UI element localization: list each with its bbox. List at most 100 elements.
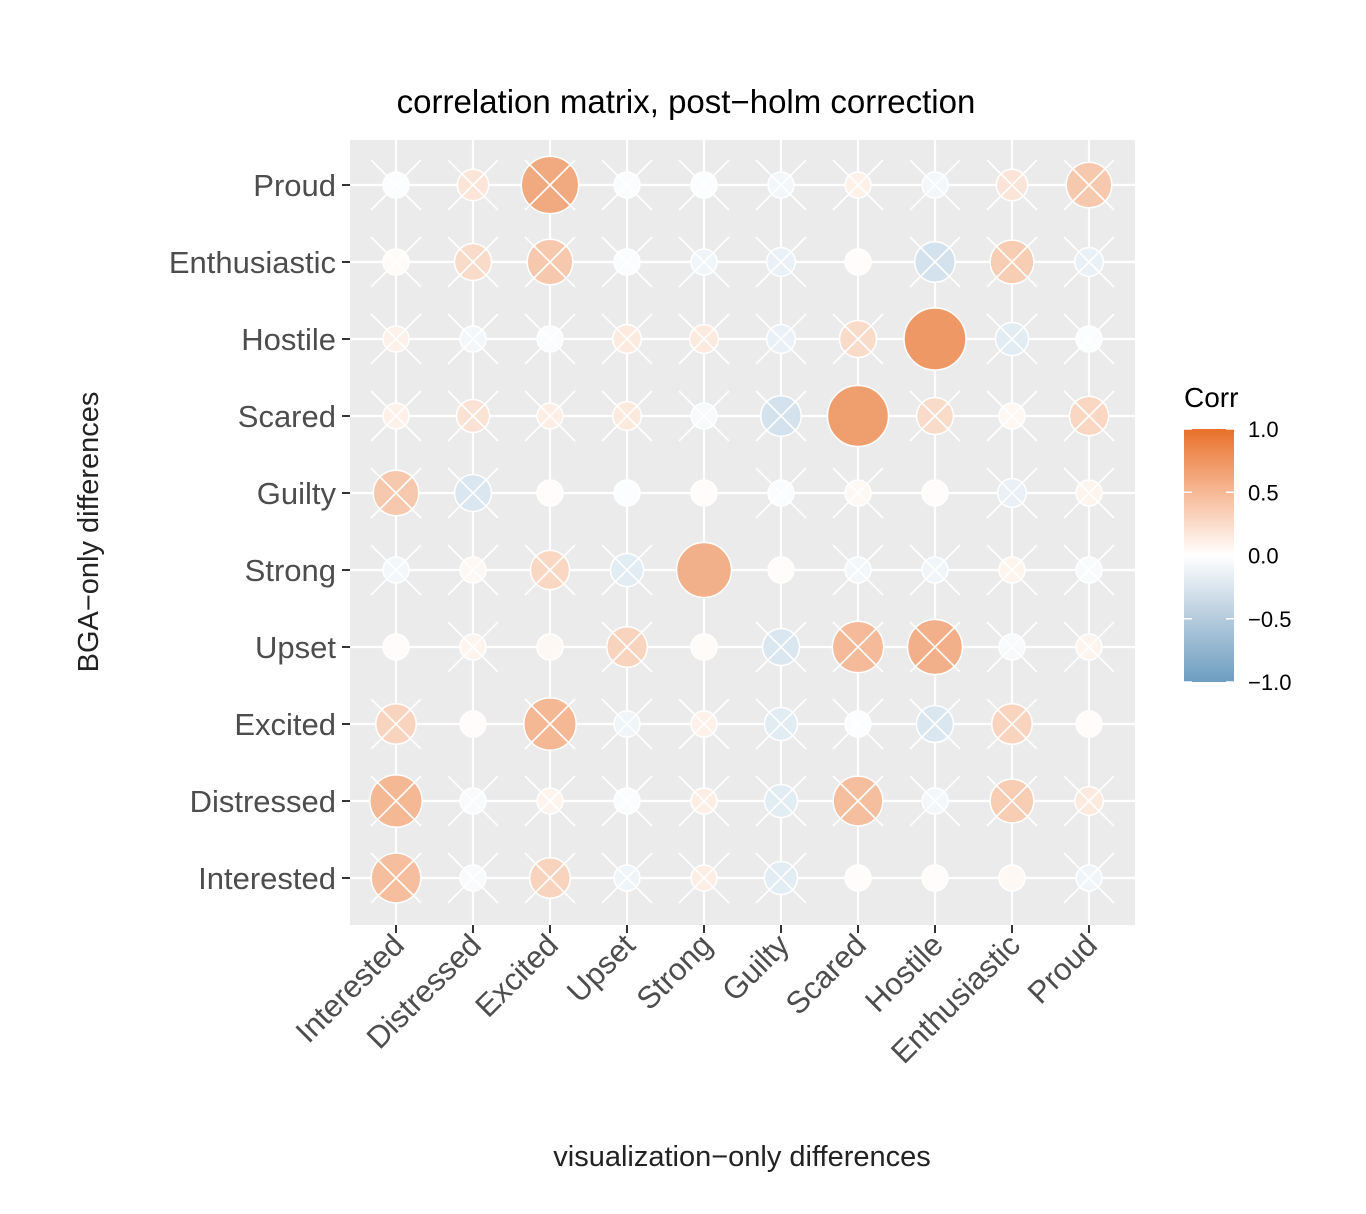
insignificant-cross-mark (909, 390, 961, 442)
chart-title: correlation matrix, post−holm correction (397, 83, 976, 120)
correlation-circle (536, 633, 564, 661)
correlation-cell (903, 307, 967, 371)
correlation-cell (678, 313, 730, 365)
insignificant-cross-mark (986, 775, 1038, 827)
insignificant-cross-mark (370, 698, 422, 750)
correlation-cell (382, 633, 410, 661)
correlation-cell (1063, 621, 1115, 673)
correlation-cell (1063, 390, 1115, 442)
insignificant-cross-mark (370, 852, 422, 904)
x-axis-title: visualization−only differences (553, 1141, 931, 1173)
insignificant-cross-mark (909, 544, 961, 596)
y-tick-label: Excited (234, 707, 336, 742)
correlation-cell (986, 236, 1038, 288)
legend-tick-label: −0.5 (1248, 607, 1291, 632)
correlation-cell (832, 467, 884, 519)
y-tick-label: Enthusiastic (169, 245, 336, 280)
insignificant-cross-mark (1063, 236, 1115, 288)
correlation-circle (844, 248, 872, 276)
insignificant-cross-mark (601, 775, 653, 827)
correlation-cell (755, 159, 807, 211)
correlation-cell (447, 621, 499, 673)
insignificant-cross-mark (909, 775, 961, 827)
correlation-circle (613, 479, 641, 507)
insignificant-cross-mark (755, 852, 807, 904)
correlation-cell (1075, 710, 1103, 738)
insignificant-cross-mark (447, 467, 499, 519)
insignificant-cross-mark (524, 775, 576, 827)
correlation-cell (831, 620, 885, 674)
insignificant-cross-mark (601, 313, 653, 365)
legend-title: Corr (1184, 382, 1238, 413)
insignificant-cross-mark (832, 313, 884, 365)
insignificant-cross-mark (601, 159, 653, 211)
legend-tick-label: −1.0 (1248, 670, 1291, 695)
correlation-cell (536, 633, 564, 661)
correlation-cell (832, 544, 884, 596)
correlation-cell (844, 864, 872, 892)
insignificant-cross-mark (678, 236, 730, 288)
insignificant-cross-mark (601, 544, 653, 596)
correlation-circle (998, 864, 1026, 892)
insignificant-cross-mark (370, 467, 422, 519)
correlation-cell (1063, 852, 1115, 904)
insignificant-cross-mark (832, 544, 884, 596)
correlation-cell (370, 467, 422, 519)
y-tick-label: Upset (255, 630, 336, 665)
insignificant-cross-mark (370, 159, 422, 211)
correlation-cell (986, 621, 1038, 673)
insignificant-cross-mark (986, 621, 1038, 673)
correlation-circle (844, 864, 872, 892)
insignificant-cross-mark (755, 390, 807, 442)
correlation-cell (1063, 544, 1115, 596)
insignificant-cross-mark (1063, 775, 1115, 827)
x-tick-label: Strong (630, 927, 719, 1016)
insignificant-cross-mark (755, 775, 807, 827)
correlation-circle (826, 384, 890, 448)
correlation-circle (690, 633, 718, 661)
correlation-cell (678, 390, 730, 442)
correlation-cell (601, 544, 653, 596)
correlation-cell (767, 556, 795, 584)
correlation-circle (382, 633, 410, 661)
correlation-cell (832, 775, 884, 827)
correlation-cell (601, 236, 653, 288)
correlation-cell (832, 313, 884, 365)
insignificant-cross-mark (678, 698, 730, 750)
y-axis-title: BGA−only differences (73, 392, 105, 673)
correlation-circle (459, 710, 487, 738)
correlation-cell (370, 852, 422, 904)
correlation-cell (844, 248, 872, 276)
legend-tick-label: 0.0 (1248, 544, 1279, 569)
correlation-cell (909, 698, 961, 750)
correlation-cell (601, 621, 653, 673)
correlation-cell (520, 155, 580, 215)
insignificant-cross-mark (678, 159, 730, 211)
correlation-cell (675, 541, 733, 599)
correlation-cell (370, 544, 422, 596)
insignificant-cross-mark (986, 544, 1038, 596)
correlation-cell (1063, 159, 1115, 211)
color-legend: Corr 1.0 0.5 0.0 −0.5 −1.0 (1184, 382, 1291, 695)
insignificant-cross-mark (524, 698, 576, 750)
correlation-cell (601, 313, 653, 365)
correlation-cell (1063, 775, 1115, 827)
correlation-circle (921, 479, 949, 507)
correlation-cell (447, 236, 499, 288)
correlation-cell (369, 774, 423, 828)
insignificant-cross-mark (678, 390, 730, 442)
correlation-cell (601, 159, 653, 211)
y-tick-label: Distressed (190, 784, 336, 819)
insignificant-cross-mark (678, 313, 730, 365)
insignificant-cross-mark (447, 159, 499, 211)
correlation-cell (447, 467, 499, 519)
correlation-cell (832, 159, 884, 211)
correlation-cell (524, 852, 576, 904)
insignificant-cross-mark (678, 852, 730, 904)
y-axis: Interested Distressed Excited Upset Strong Gu… (169, 168, 350, 896)
correlation-cell (755, 390, 807, 442)
insignificant-cross-mark (986, 698, 1038, 750)
insignificant-cross-mark (524, 313, 576, 365)
insignificant-cross-mark (601, 852, 653, 904)
